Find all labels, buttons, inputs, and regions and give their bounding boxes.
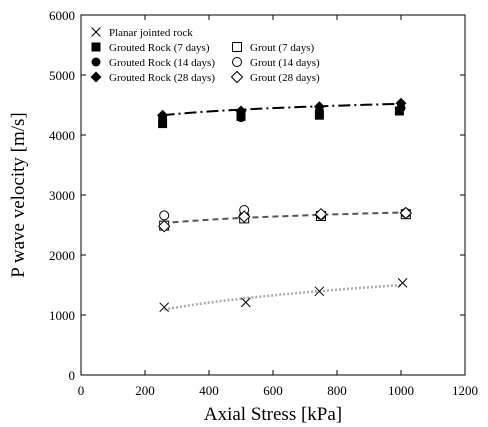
data-markers: [157, 97, 413, 313]
data-point: [237, 210, 251, 223]
data-point: [395, 97, 407, 109]
legend: Planar jointed rock Grouted Rock (7 days)…: [90, 27, 320, 84]
legend-label: Grouted Rock (28 days): [109, 72, 215, 84]
y-tick-label: 1000: [49, 308, 75, 323]
y-tick-label: 5000: [49, 68, 75, 83]
legend-label: Planar jointed rock: [109, 27, 193, 39]
data-point: [159, 210, 170, 221]
legend-marker: [90, 71, 102, 83]
y-axis-title: P wave velocity [m/s]: [8, 112, 29, 278]
y-tick-label: 6000: [49, 8, 75, 23]
data-point: [236, 113, 246, 123]
y-axis: 0 1000 2000 3000 4000 5000 6000: [49, 8, 465, 383]
legend-label: Grout (14 days): [250, 57, 320, 69]
y-tick-label: 3000: [49, 188, 75, 203]
data-point: [157, 109, 169, 121]
trend-line: [162, 211, 406, 225]
x-tick-label: 200: [135, 383, 155, 398]
legend-marker: [232, 42, 242, 52]
data-point: [397, 278, 408, 288]
x-axis-title: Axial Stress [kPa]: [204, 404, 342, 425]
data-point: [314, 286, 325, 297]
y-tick-label: 0: [69, 368, 76, 383]
trend-lines: [162, 102, 406, 311]
trend-line: [162, 102, 402, 117]
legend-label: Grout (28 days): [250, 72, 320, 84]
x-tick-label: 400: [199, 383, 219, 398]
data-point: [314, 207, 328, 221]
y-tick-label: 2000: [49, 248, 75, 263]
legend-marker: [91, 57, 101, 67]
data-point: [399, 206, 413, 220]
data-point: [157, 219, 171, 233]
x-axis: 0 200 400 600 800 1000 1200: [78, 15, 478, 398]
y-tick-label: 4000: [49, 128, 75, 143]
legend-marker: [230, 70, 244, 84]
x-tick-label: 0: [78, 383, 85, 398]
x-tick-label: 1000: [388, 383, 414, 398]
legend-marker: [91, 42, 101, 52]
plot-area: [80, 14, 466, 376]
data-point: [159, 302, 170, 313]
data-point: [313, 101, 325, 113]
legend-label: Grouted Rock (7 days): [109, 42, 210, 54]
legend-marker: [232, 57, 242, 67]
legend-label: Grout (7 days): [250, 42, 314, 54]
legend-label: Grouted Rock (14 days): [109, 57, 215, 69]
trend-line: [163, 283, 403, 311]
legend-marker: [91, 27, 101, 37]
x-tick-label: 1200: [452, 383, 478, 398]
data-point: [158, 119, 168, 129]
data-point: [240, 297, 251, 308]
x-tick-label: 600: [263, 383, 283, 398]
plot-frame: [80, 14, 466, 376]
x-tick-label: 800: [327, 383, 347, 398]
data-point: [235, 105, 247, 117]
